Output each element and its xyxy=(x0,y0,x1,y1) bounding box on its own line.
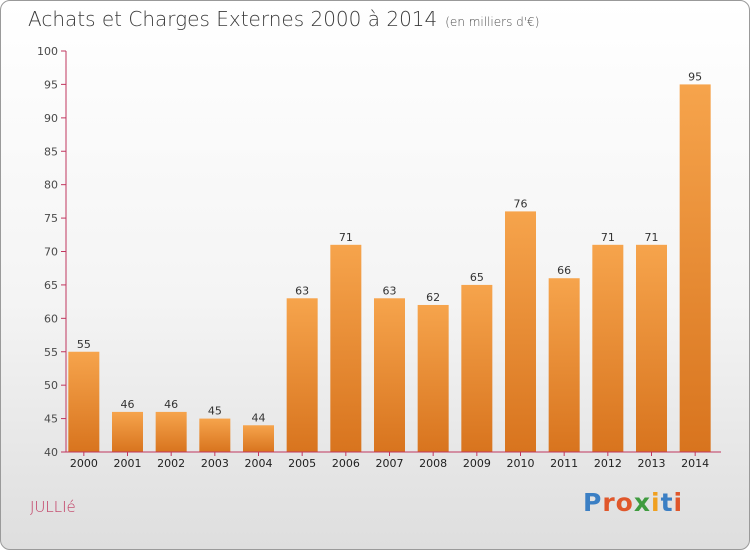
logo-letter: r xyxy=(602,488,616,517)
logo-letter: P xyxy=(583,488,603,517)
bar-2007 xyxy=(374,298,405,452)
data-label-2011: 66 xyxy=(557,264,571,277)
x-tick-label-2014: 2014 xyxy=(681,457,709,470)
data-label-2000: 55 xyxy=(77,338,91,351)
data-label-2007: 63 xyxy=(383,284,397,297)
data-label-2002: 46 xyxy=(164,398,178,411)
data-label-2004: 44 xyxy=(252,411,266,424)
x-tick-label-2013: 2013 xyxy=(638,457,666,470)
y-tick-label: 100 xyxy=(37,45,58,58)
commune-name: JULLIé xyxy=(30,498,76,516)
data-label-2005: 63 xyxy=(295,284,309,297)
bar-2000 xyxy=(68,351,100,452)
x-tick-label-2010: 2010 xyxy=(507,457,535,470)
x-tick-label-2004: 2004 xyxy=(245,457,273,470)
x-tick-label-2011: 2011 xyxy=(550,457,578,470)
y-tick-label: 50 xyxy=(44,379,58,392)
y-axis: 40 45 50 55 60 65 70 75 80 85 90 95 100 xyxy=(37,45,67,459)
bar-2005 xyxy=(286,298,318,452)
y-tick-label: 80 xyxy=(44,179,58,192)
bar-2014 xyxy=(679,84,711,453)
logo-letter: t xyxy=(660,488,674,517)
bar-2003 xyxy=(199,418,231,452)
x-tick-label-2012: 2012 xyxy=(594,457,622,470)
y-tick-label: 85 xyxy=(44,145,58,158)
data-label-2008: 62 xyxy=(426,291,440,304)
proxiti-logo[interactable]: Proxiti xyxy=(583,488,683,517)
x-axis: 2000 2001 2002 2003 2004 2005 2006 2007 2008 2009… xyxy=(66,451,721,470)
data-label-2003: 45 xyxy=(208,405,222,418)
logo-letter: i xyxy=(673,488,684,517)
x-tick-label-2005: 2005 xyxy=(288,457,316,470)
chart-unit: (en milliers d'€) xyxy=(445,15,540,29)
bar-2008 xyxy=(417,304,449,452)
data-label-2012: 71 xyxy=(601,231,615,244)
data-label-2009: 65 xyxy=(470,271,484,284)
bars-group: 55 46 46 45 44 63 71 63 62 65 76 66 71 71 95 xyxy=(68,70,711,453)
bar-2012 xyxy=(592,244,624,452)
x-tick-label-2000: 2000 xyxy=(70,457,98,470)
data-label-2014: 95 xyxy=(688,70,702,83)
y-tick-label: 70 xyxy=(44,246,58,259)
y-tick-label: 95 xyxy=(44,78,58,91)
x-tick-label-2008: 2008 xyxy=(419,457,447,470)
x-tick-label-2001: 2001 xyxy=(114,457,142,470)
x-tick-label-2002: 2002 xyxy=(157,457,185,470)
data-label-2006: 71 xyxy=(339,231,353,244)
bar-2004 xyxy=(243,425,274,452)
bar-2010 xyxy=(505,211,536,452)
y-tick-label: 40 xyxy=(44,446,58,459)
x-tick-label-2006: 2006 xyxy=(332,457,360,470)
chart-title: Achats et Charges Externes 2000 à 2014 (e… xyxy=(28,7,539,31)
bar-2001 xyxy=(112,411,143,452)
logo-letter: i xyxy=(651,488,661,517)
chart-title-text: Achats et Charges Externes 2000 à 2014 xyxy=(28,7,438,31)
y-tick-label: 65 xyxy=(44,279,58,292)
logo-letter: o xyxy=(615,488,634,517)
bar-2006 xyxy=(330,244,362,452)
x-tick-label-2007: 2007 xyxy=(376,457,404,470)
bar-2002 xyxy=(155,411,187,452)
data-label-2010: 76 xyxy=(514,197,528,210)
y-tick-label: 75 xyxy=(44,212,58,225)
bar-2013 xyxy=(636,244,667,452)
y-tick-label: 90 xyxy=(44,112,58,125)
data-label-2001: 46 xyxy=(121,398,135,411)
x-tick-label-2003: 2003 xyxy=(201,457,229,470)
x-tick-label-2009: 2009 xyxy=(463,457,491,470)
y-tick-label: 45 xyxy=(44,413,58,426)
y-tick-label: 60 xyxy=(44,312,58,325)
y-tick-label: 55 xyxy=(44,346,58,359)
data-label-2013: 71 xyxy=(645,231,659,244)
bar-2011 xyxy=(548,278,580,452)
bar-2009 xyxy=(461,284,493,452)
logo-letter: x xyxy=(633,488,651,517)
